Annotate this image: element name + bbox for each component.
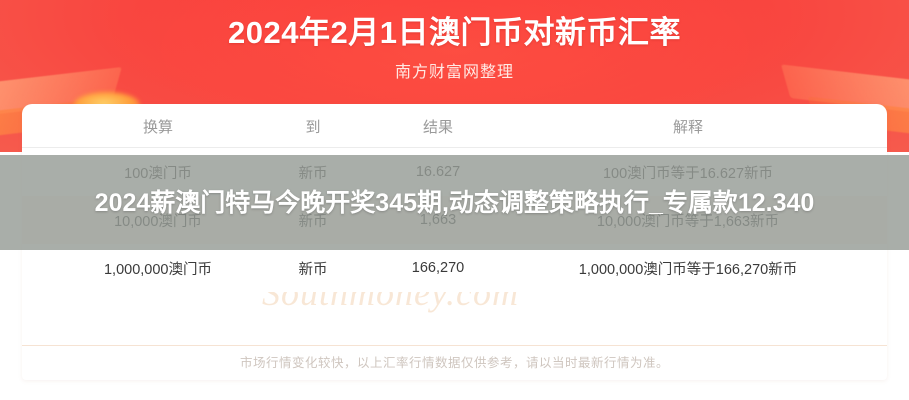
- column-header-explain: 解释: [672, 118, 703, 136]
- cell-convert: 1,000,000澳门币: [103, 261, 212, 278]
- footer-disclaimer: 市场行情变化较快，以上汇率行情数据仅供参考，请以当时最新行情为准。: [239, 356, 669, 370]
- page-subtitle: 南方财富网整理: [394, 64, 514, 81]
- overlay-banner: 2024薪澳门特马今晚开奖345期,动态调整策略执行_专属款12.340: [0, 155, 909, 250]
- cell-to: 新币: [298, 261, 328, 278]
- cell-result: 166,270: [411, 260, 465, 276]
- cell-explain: 1,000,000澳门币等于166,270新币: [578, 261, 798, 278]
- page-title: 2024年2月1日澳门币对新币汇率: [228, 15, 681, 50]
- footer-divider: [22, 345, 887, 346]
- table-header-row: 换算 到 结果 解释: [22, 104, 887, 148]
- column-header-to: 到: [305, 118, 321, 136]
- column-header-result: 结果: [422, 118, 453, 136]
- overlay-headline: 2024薪澳门特马今晚开奖345期,动态调整策略执行_专属款12.340: [94, 188, 815, 217]
- table-row: 1,000,000澳门币 新币 166,270 1,000,000澳门币等于16…: [22, 244, 887, 292]
- column-header-convert: 换算: [142, 118, 173, 136]
